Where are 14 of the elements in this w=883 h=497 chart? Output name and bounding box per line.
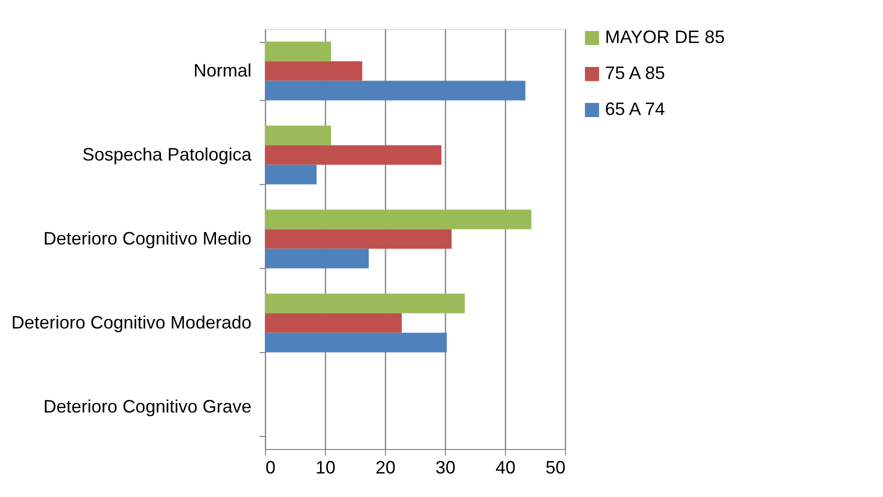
x-tick-label: 40	[495, 458, 516, 478]
x-tick-label: 10	[315, 458, 336, 478]
y-tick-label: Deterioro Cognitivo Grave	[43, 396, 252, 416]
x-tick-label: 0	[266, 458, 276, 478]
legend-label: 65 A 74	[605, 99, 666, 119]
y-tick-label: Normal	[193, 60, 252, 80]
legend-label: MAYOR DE 85	[605, 27, 725, 47]
x-tick-label: 30	[435, 458, 456, 478]
legend-label: 75 A 85	[605, 63, 666, 83]
x-tick-label: 20	[375, 458, 396, 478]
x-tick-label: 50	[545, 458, 566, 478]
y-tick-label: Deterioro Cognitivo Medio	[43, 228, 252, 248]
y-tick-label: Sospecha Patologica	[82, 144, 252, 164]
y-tick-label: Deterioro Cognitivo Moderado	[11, 312, 252, 332]
